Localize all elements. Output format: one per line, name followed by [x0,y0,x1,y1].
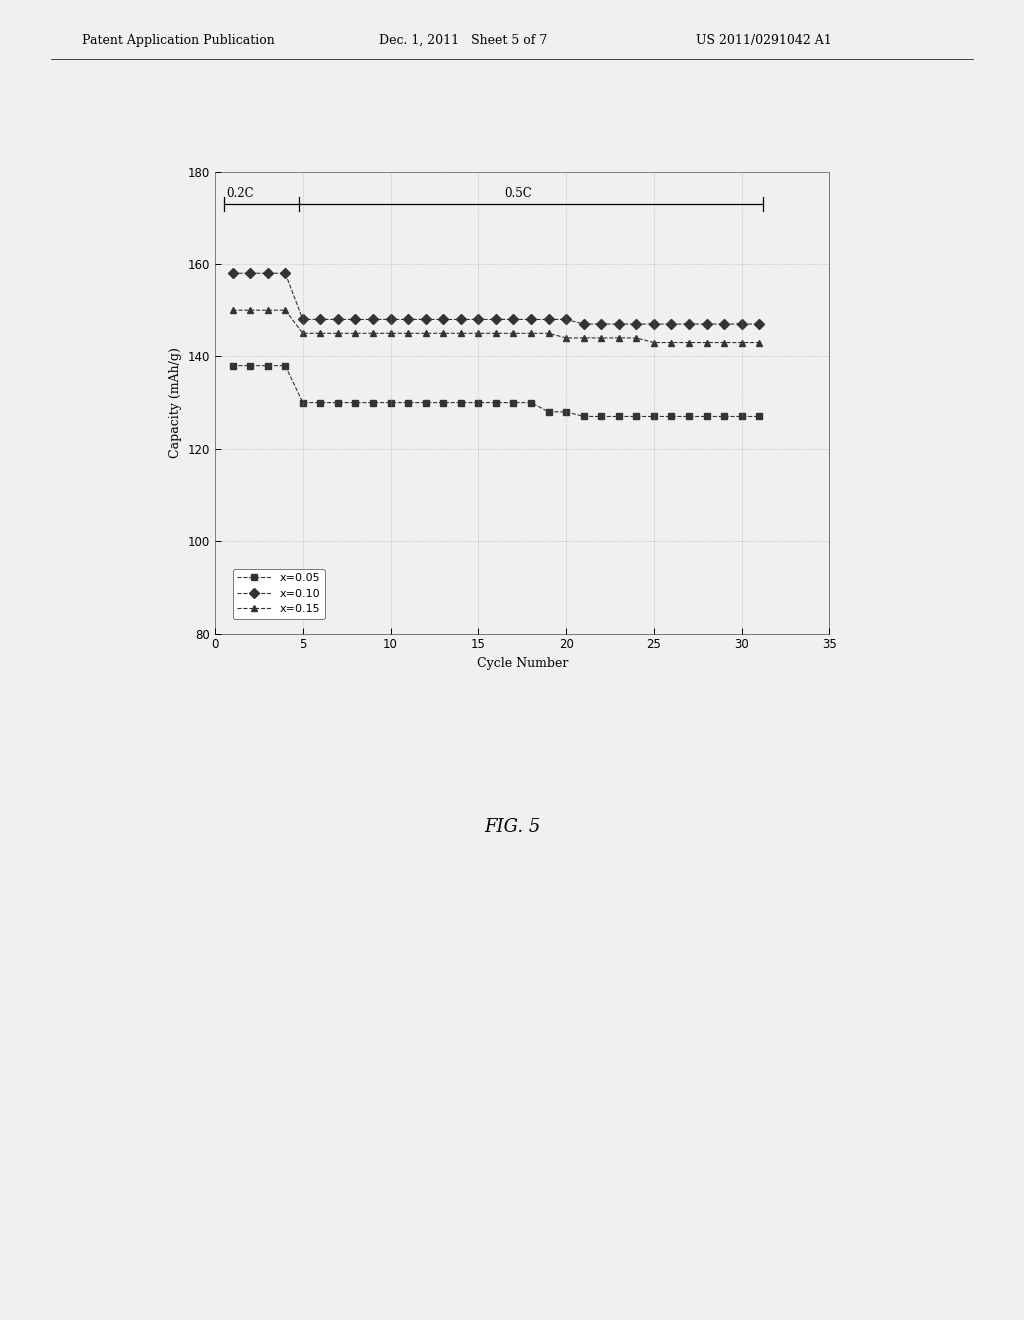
Text: 0.2C: 0.2C [226,187,254,201]
X-axis label: Cycle Number: Cycle Number [476,657,568,671]
Legend: x=0.05, x=0.10, x=0.15: x=0.05, x=0.10, x=0.15 [232,569,325,619]
Text: 0.5C: 0.5C [505,187,532,201]
Text: FIG. 5: FIG. 5 [483,817,541,836]
Text: Patent Application Publication: Patent Application Publication [82,33,274,46]
Y-axis label: Capacity (mAh/g): Capacity (mAh/g) [169,347,182,458]
Text: US 2011/0291042 A1: US 2011/0291042 A1 [696,33,833,46]
Text: Dec. 1, 2011   Sheet 5 of 7: Dec. 1, 2011 Sheet 5 of 7 [379,33,547,46]
